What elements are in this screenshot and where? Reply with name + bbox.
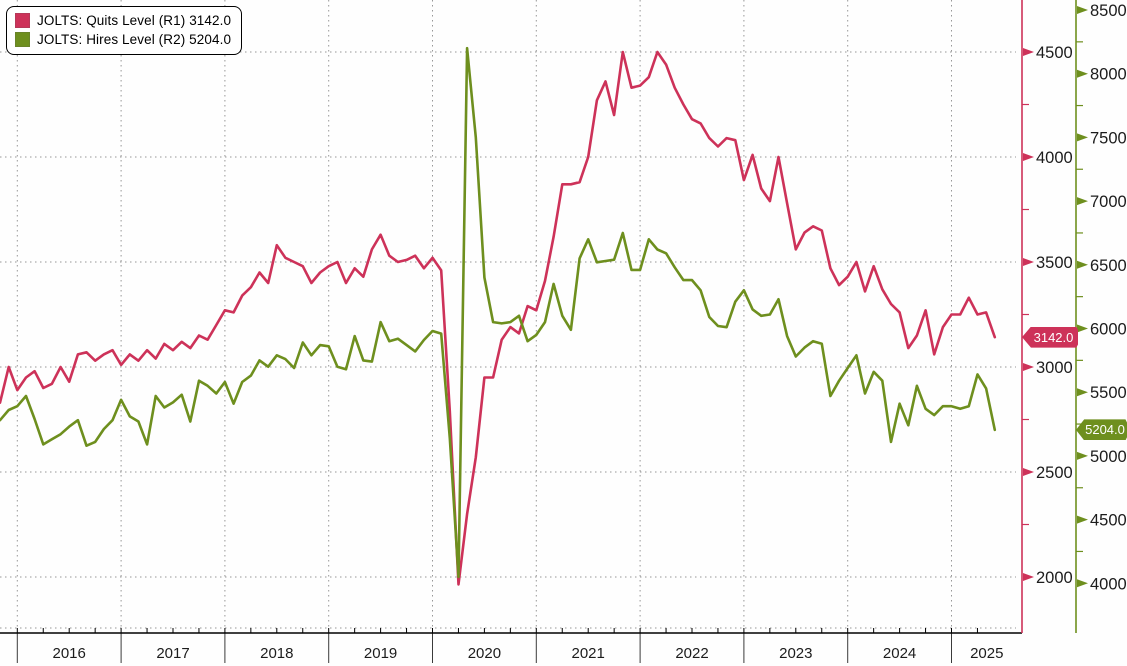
r2-axis-tick-arrow xyxy=(1077,6,1088,14)
r1-axis-tick-arrow xyxy=(1023,48,1034,56)
r2-axis-tick-label: 8000 xyxy=(1090,66,1127,84)
r2-axis-tick-arrow xyxy=(1077,133,1088,142)
r2-axis-tick-arrow xyxy=(1077,260,1088,269)
hires-last-value-badge: 5204.0 xyxy=(1076,419,1127,441)
r1-axis-tick-arrow xyxy=(1023,258,1034,266)
quits-swatch-icon xyxy=(15,13,30,28)
year-label: 2021 xyxy=(572,645,605,662)
legend: JOLTS: Quits Level (R1) 3142.0 JOLTS: Hi… xyxy=(6,6,243,55)
legend-label-quits: JOLTS: Quits Level (R1) 3142.0 xyxy=(37,13,232,28)
r2-axis-tick-arrow xyxy=(1077,579,1088,588)
r1-axis-tick-label: 2000 xyxy=(1036,569,1073,587)
r1-axis-tick-label: 4500 xyxy=(1036,44,1073,62)
quits-line xyxy=(0,50,997,586)
r2-axis-tick-label: 6000 xyxy=(1090,321,1127,339)
r2-axis-tick-label: 7500 xyxy=(1090,129,1127,147)
year-label: 2020 xyxy=(468,645,501,662)
r2-axis-tick-arrow xyxy=(1077,515,1088,524)
r2-axis-tick-label: 4500 xyxy=(1090,512,1127,530)
year-label: 2025 xyxy=(970,645,1003,662)
year-label: 2016 xyxy=(53,645,86,662)
year-label: 2022 xyxy=(675,645,708,662)
r2-axis-tick-arrow xyxy=(1077,451,1088,460)
year-label: 2017 xyxy=(156,645,189,662)
legend-item-quits[interactable]: JOLTS: Quits Level (R1) 3142.0 xyxy=(15,11,231,30)
r2-axis-tick-label: 7000 xyxy=(1090,193,1127,211)
year-label: 2023 xyxy=(779,645,812,662)
r1-axis-tick-arrow xyxy=(1023,573,1034,581)
r2-axis-tick-label: 6500 xyxy=(1090,257,1127,275)
r2-axis-tick-arrow xyxy=(1077,197,1088,206)
r1-axis-tick-arrow xyxy=(1023,363,1034,371)
r1-axis-tick-label: 3500 xyxy=(1036,254,1073,272)
r2-axis-tick-arrow xyxy=(1077,69,1088,78)
r2-axis-tick-label: 8500 xyxy=(1090,2,1127,20)
r2-axis-tick-label: 5000 xyxy=(1090,448,1127,466)
legend-item-hires[interactable]: JOLTS: Hires Level (R2) 5204.0 xyxy=(15,30,231,49)
hires-line xyxy=(0,46,997,579)
r2-axis-tick-arrow xyxy=(1077,388,1088,397)
legend-label-hires: JOLTS: Hires Level (R2) 5204.0 xyxy=(37,32,232,47)
year-label: 2024 xyxy=(883,645,916,662)
year-label: 2019 xyxy=(364,645,397,662)
quits-last-value-badge: 3142.0 xyxy=(1022,326,1078,348)
r1-axis-tick-label: 4000 xyxy=(1036,149,1073,167)
r1-axis-tick-arrow xyxy=(1023,153,1034,161)
hires-swatch-icon xyxy=(15,32,30,47)
r2-axis-tick-label: 4000 xyxy=(1090,575,1127,593)
r1-axis-tick-label: 2500 xyxy=(1036,464,1073,482)
r1-axis-tick-label: 3000 xyxy=(1036,359,1073,377)
year-label: 2018 xyxy=(260,645,293,662)
r1-axis-tick-arrow xyxy=(1023,468,1034,476)
r2-axis-tick-label: 5500 xyxy=(1090,384,1127,402)
r2-axis-tick-arrow xyxy=(1077,324,1088,333)
